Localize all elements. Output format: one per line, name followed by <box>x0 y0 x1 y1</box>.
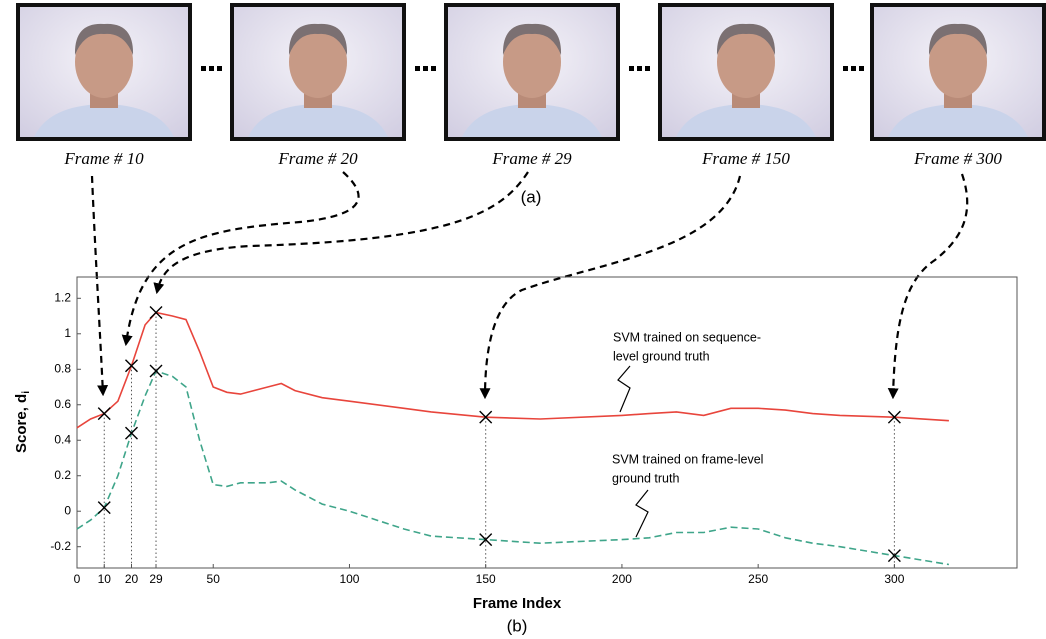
arrows <box>90 171 969 400</box>
ellipsis-dot <box>217 66 222 71</box>
face <box>289 26 347 98</box>
y-tick-label: 0.8 <box>54 361 71 375</box>
y-tick-label: 0.2 <box>54 468 71 482</box>
x-tick-label: 20 <box>125 572 139 586</box>
shirt <box>462 104 602 137</box>
hair <box>928 23 988 55</box>
arrow <box>887 173 969 400</box>
hair <box>502 23 562 55</box>
panel-label: (b) <box>507 616 528 635</box>
y-tick-label: 0.6 <box>54 397 71 411</box>
frame-label: Frame # 29 <box>491 149 572 168</box>
hair <box>288 23 348 55</box>
frame-label: Frame # 20 <box>277 149 358 168</box>
cross-marker <box>97 407 111 421</box>
cross-marker <box>887 410 901 424</box>
ellipsis-dot <box>859 66 864 71</box>
face <box>75 26 133 98</box>
x-tick-label: 10 <box>98 572 112 586</box>
ellipsis-dot <box>629 66 634 71</box>
cross-marker <box>124 359 138 373</box>
y-axis-title-text: Score, d <box>13 394 30 453</box>
y-tick-label: 0 <box>64 503 71 517</box>
arrow <box>90 175 109 397</box>
annotation: SVM trained on frame-level <box>612 452 763 466</box>
frame-label: Frame # 10 <box>63 149 144 168</box>
frames: Frame # 10 Frame # 20 Frame # 29 Frame # 15… <box>16 3 1046 168</box>
frame-label: Frame # 300 <box>913 149 1002 168</box>
ellipsis-dot <box>843 66 848 71</box>
cross-marker <box>479 533 493 547</box>
ellipsis-dot <box>201 66 206 71</box>
series-line <box>76 311 949 429</box>
plot-frame <box>76 276 1018 569</box>
cross-marker <box>479 410 493 424</box>
ellipsis-dot <box>851 66 856 71</box>
shirt <box>888 104 1028 137</box>
x-tick-label: 0 <box>74 572 81 586</box>
series-line <box>76 370 950 566</box>
face <box>503 26 561 98</box>
y-tick-label: -0.2 <box>50 539 71 553</box>
annotation: level ground truth <box>613 349 710 363</box>
hair <box>74 23 134 55</box>
x-tick-label: 250 <box>748 572 768 586</box>
x-axis-title: Frame Index <box>473 595 562 612</box>
ellipsis-dot <box>645 66 650 71</box>
y-axis-title: Score, di <box>13 391 32 453</box>
x-tick-label: 100 <box>339 572 359 586</box>
x-tick-label: 29 <box>149 572 163 586</box>
hair <box>716 23 776 55</box>
y-tick-label: 1.2 <box>54 290 71 304</box>
ellipsis-dot <box>415 66 420 71</box>
annotation: SVM trained on sequence- <box>613 330 761 344</box>
ellipsis-dot <box>209 66 214 71</box>
arrow <box>121 171 360 347</box>
frame-label: Frame # 150 <box>701 149 790 168</box>
cross-marker <box>124 426 138 440</box>
annotation-pointers <box>617 365 649 538</box>
x-tick-label: 50 <box>207 572 221 586</box>
panel-label: (a) <box>521 187 542 206</box>
y-tick-label: 0.4 <box>54 432 71 446</box>
plot: 0 10 20 29 50 100 150 200 250 300 -0.2 0 0.2 0.4 0.6 0.… <box>50 290 950 586</box>
arrow <box>479 175 742 400</box>
face <box>717 26 775 98</box>
cross-marker <box>887 549 901 563</box>
pointer <box>635 489 649 538</box>
shirt <box>34 104 174 137</box>
shirt <box>676 104 816 137</box>
cross-marker <box>97 501 111 515</box>
ellipsis-dot <box>637 66 642 71</box>
y-axis-title-subscript: i <box>21 391 32 394</box>
x-tick-label: 150 <box>476 572 496 586</box>
pointer <box>617 365 631 413</box>
cross-marker <box>149 364 163 378</box>
x-tick-label: 300 <box>884 572 904 586</box>
face <box>929 26 987 98</box>
y-tick-label: 1 <box>64 326 71 340</box>
annotation: ground truth <box>612 471 679 485</box>
ellipsis-dot <box>431 66 436 71</box>
shirt <box>248 104 388 137</box>
arrow <box>153 171 529 295</box>
ellipsis-dot <box>423 66 428 71</box>
x-tick-label: 200 <box>612 572 632 586</box>
cross-marker <box>149 305 163 319</box>
